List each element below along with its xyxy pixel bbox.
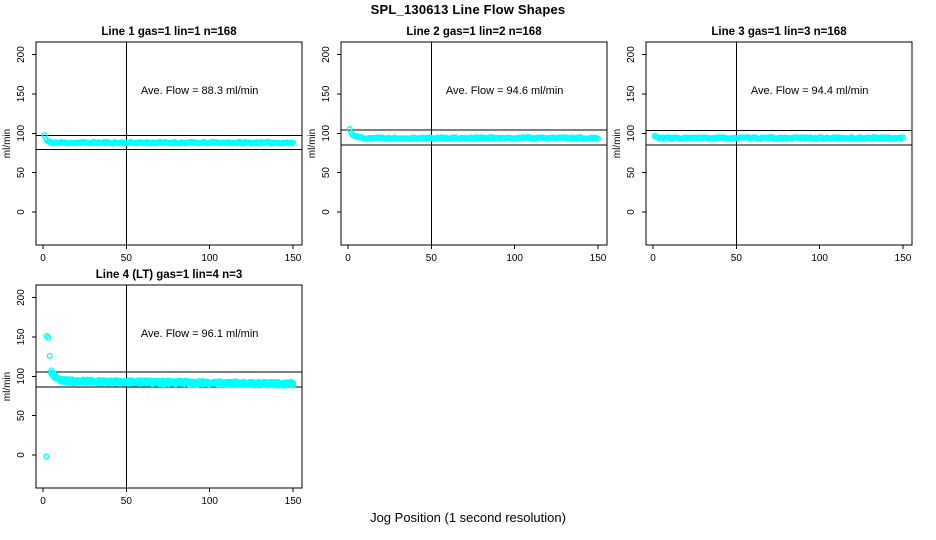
x-tick-label: 50 [426, 253, 438, 264]
y-tick-label: 0 [321, 209, 332, 215]
y-tick-label: 100 [321, 124, 332, 141]
outlier-point [46, 352, 53, 359]
y-tick-label: 50 [16, 410, 27, 422]
y-tick-label: 200 [321, 46, 332, 63]
x-tick-label: 0 [40, 253, 46, 264]
y-tick-label: 0 [16, 452, 27, 458]
data-point [289, 379, 297, 387]
y-axis-label: ml/min [612, 129, 623, 158]
subplot-line3: Line 3 gas=1 lin=3 n=168 0 50 100 150 0 50 100 1… [612, 26, 913, 264]
data-point [899, 134, 907, 141]
x-tick-label: 150 [285, 496, 302, 507]
y-tick-label: 0 [16, 209, 27, 215]
y-tick-label: 50 [626, 167, 637, 179]
x-tick-label: 50 [731, 253, 743, 264]
subplot-line1: Line 1 gas=1 lin=1 n=168 0 50 100 150 0 50 100 1… [2, 26, 303, 264]
y-tick-label: 50 [321, 167, 332, 179]
data-point [172, 381, 179, 388]
y-tick-label: 100 [16, 367, 27, 384]
y-axis-label: ml/min [2, 372, 13, 401]
subplot-title: Line 1 gas=1 lin=1 n=168 [101, 26, 237, 38]
y-axis-label: ml/min [2, 129, 13, 158]
x-tick-label: 0 [40, 496, 46, 507]
x-tick-label: 100 [506, 253, 523, 264]
data-point [272, 378, 279, 386]
data-point [289, 139, 297, 146]
outlier-point [45, 334, 52, 341]
x-tick-label: 150 [895, 253, 912, 264]
outlier-point [43, 453, 50, 460]
y-tick-label: 200 [16, 289, 27, 306]
y-tick-label: 150 [321, 85, 332, 102]
y-tick-label: 150 [16, 328, 27, 345]
avg-flow-annotation: Ave. Flow = 94.6 ml/min [446, 85, 563, 97]
plot-box [35, 284, 303, 489]
subplot-title: Line 4 (LT) gas=1 lin=4 n=3 [96, 269, 242, 281]
figure-title: SPL_130613 Line Flow Shapes [370, 2, 566, 17]
x-tick-label: 0 [345, 253, 351, 264]
x-axis-title: Jog Position (1 second resolution) [370, 510, 566, 525]
x-tick-label: 150 [590, 253, 607, 264]
subplot-line4: Line 4 (LT) gas=1 lin=4 n=3 0 50 100 150 0 50 1… [2, 269, 303, 507]
data-point [271, 382, 278, 389]
y-axis-label: ml/min [307, 129, 318, 158]
data-point [184, 377, 191, 384]
x-tick-label: 50 [121, 496, 133, 507]
data-point [594, 135, 602, 142]
y-tick-label: 50 [16, 167, 27, 179]
x-tick-label: 100 [811, 253, 828, 264]
y-tick-label: 150 [626, 85, 637, 102]
x-tick-label: 150 [285, 253, 302, 264]
y-tick-label: 100 [626, 124, 637, 141]
y-tick-label: 0 [626, 209, 637, 215]
avg-flow-annotation: Ave. Flow = 94.4 ml/min [751, 85, 868, 97]
data-point [52, 372, 59, 379]
y-tick-label: 100 [16, 124, 27, 141]
plot-box [340, 41, 608, 246]
x-tick-label: 100 [201, 496, 218, 507]
x-tick-label: 100 [201, 253, 218, 264]
subplot-title: Line 3 gas=1 lin=3 n=168 [711, 26, 847, 38]
y-tick-label: 200 [626, 46, 637, 63]
subplot-line2: Line 2 gas=1 lin=2 n=168 0 50 100 150 0 50 100 1… [307, 26, 608, 264]
y-tick-label: 200 [16, 46, 27, 63]
x-tick-label: 0 [650, 253, 656, 264]
avg-flow-annotation: Ave. Flow = 88.3 ml/min [141, 85, 258, 97]
avg-flow-annotation: Ave. Flow = 96.1 ml/min [141, 328, 258, 340]
plot-box [645, 41, 913, 246]
plot-box [35, 41, 303, 246]
x-tick-label: 50 [121, 253, 133, 264]
subplot-title: Line 2 gas=1 lin=2 n=168 [406, 26, 542, 38]
y-tick-label: 150 [16, 85, 27, 102]
